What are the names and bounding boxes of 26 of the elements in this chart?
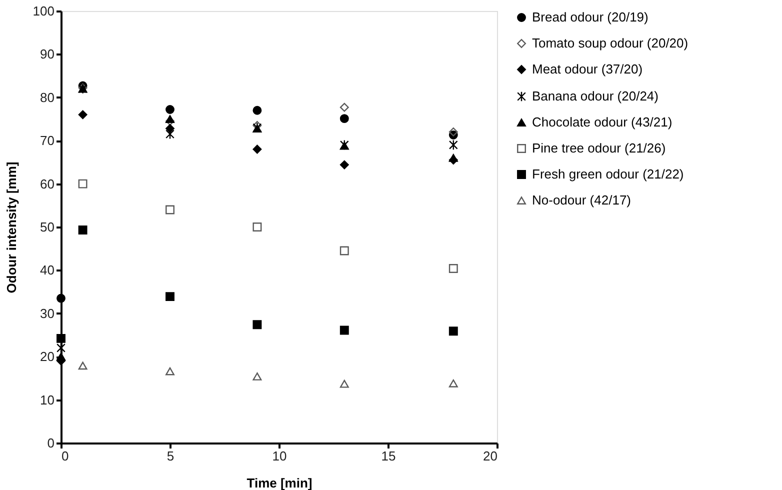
legend-label: Chocolate odour (43/21) [532,114,672,130]
x-tick-label: 0 [62,448,69,464]
x-tick-label: 5 [166,448,174,464]
legend-label: Fresh green odour (21/22) [532,166,684,182]
y-axis-title: Odour intensity [mm] [4,162,19,294]
y-tick-label: 80 [40,90,54,105]
y-tick-label: 90 [40,46,54,62]
x-tick-label: 10 [272,448,287,464]
y-tick-label: 50 [40,220,54,234]
x-tick-label: 20 [483,448,498,464]
y-tick-label: 70 [40,133,54,148]
y-tick-label: 20 [40,349,54,364]
legend-label: Tomato soup odour (20/20) [532,36,688,50]
y-tick-label: 40 [40,262,54,278]
legend-label: Bread odour (20/19) [532,10,648,24]
x-tick-label: 15 [381,448,396,464]
legend-label: Pine tree odour (21/26) [532,140,666,156]
legend-label: Meat odour (37/20) [532,62,643,76]
y-tick-label: 30 [40,306,54,321]
y-tick-label: 100 [32,4,54,18]
legend-label: No-odour (42/17) [532,192,631,208]
y-tick-label: 10 [40,392,54,408]
y-tick-label: 60 [40,176,54,192]
x-axis-title: Time [min] [246,476,312,490]
y-tick-label: 0 [47,436,54,450]
legend-label: Banana odour (20/24) [532,88,658,104]
